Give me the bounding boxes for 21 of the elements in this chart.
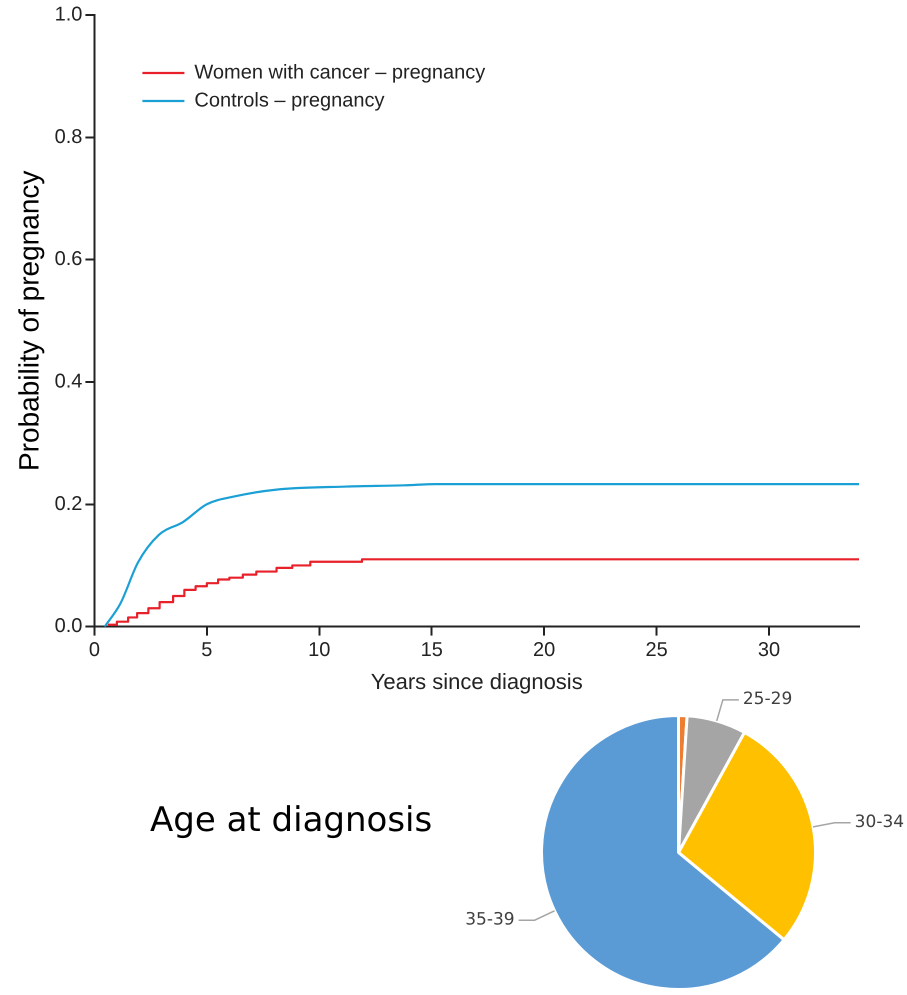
legend-label: Controls – pregnancy bbox=[194, 90, 385, 112]
x-tick-label: 20 bbox=[533, 639, 556, 662]
slice-label: 35-39 bbox=[465, 910, 515, 930]
x-tick-label: 0 bbox=[88, 639, 100, 662]
legend-label: Women with cancer – pregnancy bbox=[194, 62, 486, 84]
x-tick-label: 10 bbox=[308, 639, 330, 662]
x-tick-label: 15 bbox=[420, 639, 443, 662]
y-tick-label: 1.0 bbox=[54, 4, 82, 26]
y-tick-label: 0.4 bbox=[54, 370, 82, 392]
y-axis-title: Probability of pregnancy bbox=[14, 170, 45, 472]
y-tick-label: 0.0 bbox=[54, 615, 82, 638]
x-tick-label: 5 bbox=[201, 639, 212, 662]
x-tick-label: 25 bbox=[645, 639, 668, 662]
y-tick-label: 0.6 bbox=[54, 248, 82, 270]
slice-label: 30-34 bbox=[854, 812, 904, 832]
y-tick-label: 0.2 bbox=[54, 492, 82, 515]
x-axis-title: Years since diagnosis bbox=[370, 668, 583, 694]
y-tick-label: 0.8 bbox=[54, 126, 82, 148]
text: Age at diagnosis bbox=[150, 800, 432, 840]
slice-label: 25-29 bbox=[742, 689, 792, 710]
x-tick-label: 30 bbox=[758, 639, 780, 662]
